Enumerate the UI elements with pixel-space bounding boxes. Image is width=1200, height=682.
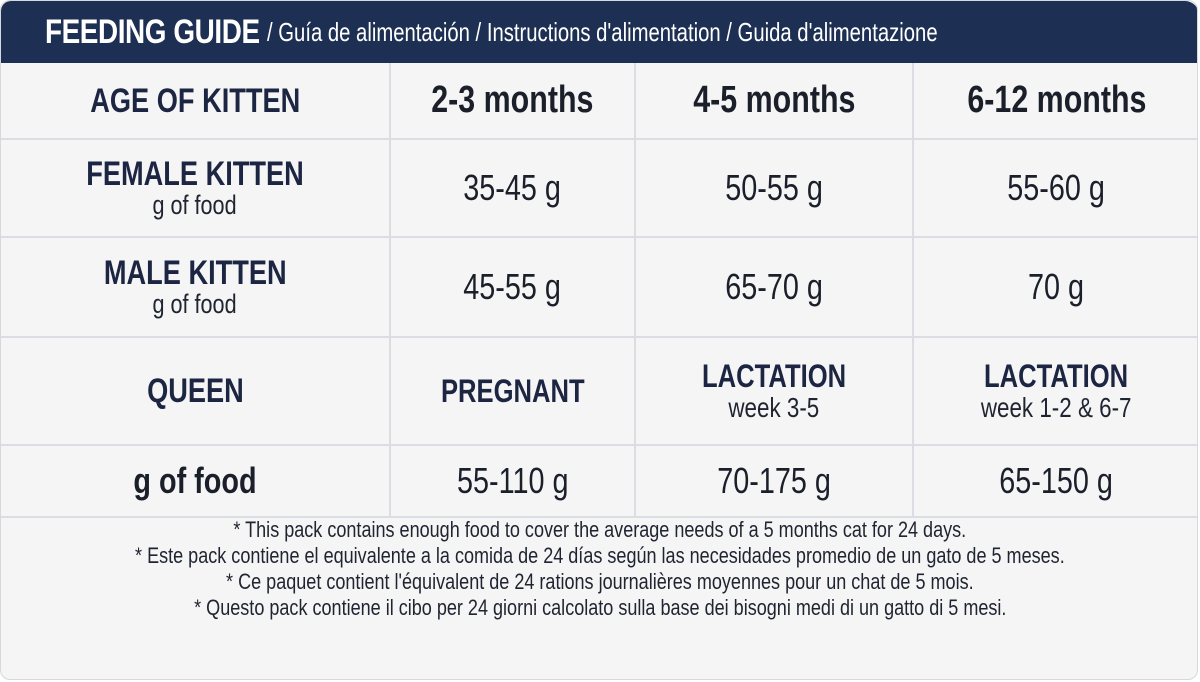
queen-stage-3: LACTATION week 1-2 & 6-7 [912, 336, 1197, 446]
footnote-es: * Este pack contiene el equivalente a la… [135, 543, 1065, 568]
feeding-table: AGE OF KITTEN 2-3 months 4-5 months 6-12… [1, 63, 1197, 518]
queen-label: QUEEN [146, 371, 244, 410]
footnote-en: * This pack contains enough food to cove… [233, 517, 967, 542]
age-of-kitten-label: AGE OF KITTEN [1, 63, 391, 140]
footnote-fr: * Ce paquet contient l'équivalent de 24 … [226, 569, 974, 594]
age-column-1: 2-3 months [389, 63, 636, 140]
male-kitten-cell: MALE KITTEN g of food [1, 236, 391, 338]
footnote-it: * Questo pack contiene il cibo per 24 gi… [193, 595, 1007, 620]
female-kitten-cell: FEMALE KITTEN g of food [1, 138, 391, 238]
queen-stage-1: PREGNANT [389, 336, 636, 446]
table-row-female: FEMALE KITTEN g of food 35-45 g 50-55 g … [1, 138, 1197, 238]
queen-stage-title: PREGNANT [440, 373, 585, 409]
queen-stage-2: LACTATION week 3-5 [634, 336, 914, 446]
female-kitten-label: FEMALE KITTEN [86, 155, 304, 193]
table-row-queen-food: g of food 55-110 g 70-175 g 65-150 g [1, 444, 1197, 518]
queen-food-value-1: 55-110 g [389, 444, 636, 518]
table-row-age: AGE OF KITTEN 2-3 months 4-5 months 6-12… [1, 63, 1197, 140]
queen-stage-title: LACTATION [984, 358, 1129, 394]
female-value-2: 50-55 g [634, 138, 914, 238]
male-value-1: 45-55 g [389, 236, 636, 338]
female-kitten-unit: g of food [152, 190, 238, 220]
queen-stage-title: LACTATION [701, 358, 847, 394]
queen-label-cell: QUEEN [1, 336, 391, 446]
queen-food-label-cell: g of food [1, 444, 391, 518]
queen-food-value-3: 65-150 g [912, 444, 1197, 518]
male-kitten-unit: g of food [152, 289, 238, 319]
male-kitten-label: MALE KITTEN [103, 254, 287, 292]
footnotes: * This pack contains enough food to cove… [1, 517, 1197, 621]
age-column-2: 4-5 months [634, 63, 914, 140]
header-title: FEEDING GUIDE [45, 12, 260, 51]
queen-food-label: g of food [133, 460, 257, 501]
table-row-male: MALE KITTEN g of food 45-55 g 65-70 g 70… [1, 236, 1197, 338]
queen-stage-sub: week 3-5 [728, 392, 820, 423]
male-value-2: 65-70 g [634, 236, 914, 338]
age-column-3: 6-12 months [912, 63, 1197, 140]
header-subtitle: / Guía de alimentación / Instructions d'… [266, 16, 938, 47]
female-value-1: 35-45 g [389, 138, 636, 238]
queen-food-value-2: 70-175 g [634, 444, 914, 518]
female-value-3: 55-60 g [912, 138, 1197, 238]
table-row-queen: QUEEN PREGNANT LACTATION week 3-5 LACTAT… [1, 336, 1197, 446]
male-value-3: 70 g [912, 236, 1197, 338]
queen-stage-sub: week 1-2 & 6-7 [981, 392, 1132, 423]
feeding-guide-header: FEEDING GUIDE / Guía de alimentación / I… [1, 1, 1197, 63]
